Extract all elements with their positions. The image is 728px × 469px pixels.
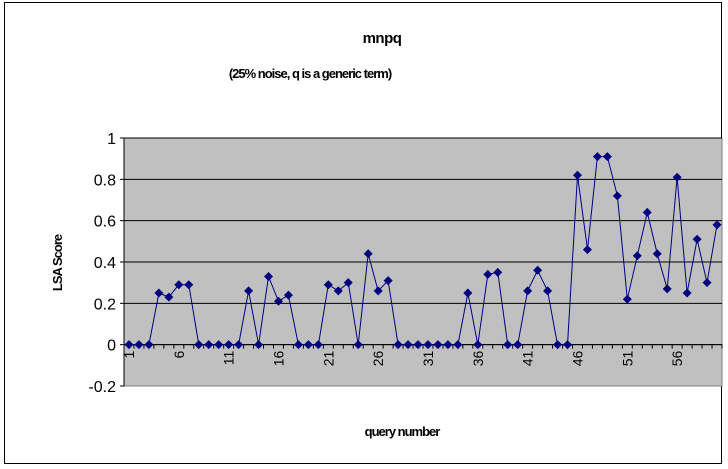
data-point-marker (303, 340, 313, 350)
data-point-marker (383, 276, 393, 286)
x-tick-label: 26 (370, 350, 386, 366)
data-point-marker (214, 340, 224, 350)
y-tick-label: 0.6 (94, 214, 116, 231)
data-point-marker (244, 286, 254, 296)
data-point-marker (353, 340, 363, 350)
data-point-marker (234, 340, 244, 350)
data-point-marker (582, 245, 592, 255)
data-point-marker (393, 340, 403, 350)
data-point-marker (184, 280, 194, 290)
data-point-marker (473, 340, 483, 350)
data-point-marker (572, 170, 582, 180)
data-point-marker (224, 340, 234, 350)
y-tick-label: -0.2 (88, 379, 116, 396)
data-point-marker (632, 251, 642, 261)
data-point-marker (423, 340, 433, 350)
data-point-marker (333, 286, 343, 296)
data-point-marker (652, 249, 662, 259)
data-point-marker (264, 271, 274, 281)
data-point-marker (174, 280, 184, 290)
y-tick-label: 1 (107, 131, 116, 148)
plot-area: -0.200.20.40.60.811 6 11 16 21 26 31 36 41 46 51 56 (88, 131, 723, 396)
x-tick-label: 11 (221, 350, 237, 365)
y-tick-label: 0.8 (94, 172, 116, 189)
y-axis-label: LSA Score (50, 234, 65, 291)
data-point-marker (602, 152, 612, 162)
y-tick-label: 0.2 (94, 296, 116, 313)
data-point-marker (283, 290, 293, 300)
data-point-marker (134, 340, 144, 350)
data-point-marker (343, 278, 353, 288)
data-point-marker (533, 265, 543, 275)
data-point-marker (273, 296, 283, 306)
data-point-marker (563, 340, 573, 350)
data-point-marker (254, 340, 264, 350)
data-point-marker (662, 284, 672, 294)
data-point-marker (712, 220, 722, 230)
data-point-marker (592, 152, 602, 162)
x-tick-label: 21 (320, 350, 336, 366)
x-tick-label: 36 (470, 350, 486, 366)
data-point-marker (373, 286, 383, 296)
data-point-marker (523, 286, 533, 296)
data-point-marker (433, 340, 443, 350)
data-point-marker (692, 234, 702, 244)
data-point-marker (503, 340, 513, 350)
data-point-marker (682, 288, 692, 298)
x-tick-label: 56 (669, 350, 685, 366)
data-point-marker (293, 340, 303, 350)
y-tick-label: 0 (107, 338, 116, 355)
x-tick-label: 6 (171, 350, 187, 358)
data-point-marker (323, 280, 333, 290)
data-point-marker (204, 340, 214, 350)
x-tick-label: 46 (569, 350, 585, 366)
data-point-marker (642, 207, 652, 217)
data-point-marker (194, 340, 204, 350)
x-tick-label: 31 (420, 350, 436, 366)
y-tick-label: 0.4 (94, 255, 116, 272)
data-point-marker (164, 292, 174, 302)
data-point-marker (313, 340, 323, 350)
data-point-marker (553, 340, 563, 350)
chart-title: mnpq (363, 30, 402, 47)
x-tick-label: 16 (270, 350, 286, 366)
data-point-marker (363, 249, 373, 259)
data-point-marker (124, 340, 134, 350)
data-point-marker (453, 340, 463, 350)
data-point-marker (622, 294, 632, 304)
data-point-marker (403, 340, 413, 350)
x-tick-label: 51 (619, 350, 635, 366)
x-axis-label: query number (365, 424, 441, 439)
data-point-marker (443, 340, 453, 350)
data-point-marker (543, 286, 553, 296)
data-point-marker (612, 191, 622, 201)
data-point-marker (483, 269, 493, 279)
chart-subtitle: (25% noise, q is a generic term) (229, 66, 392, 81)
data-point-marker (513, 340, 523, 350)
data-point-marker (154, 288, 164, 298)
data-point-marker (463, 288, 473, 298)
data-point-marker (413, 340, 423, 350)
data-point-marker (144, 340, 154, 350)
data-point-marker (493, 267, 503, 277)
data-point-marker (672, 172, 682, 182)
data-point-marker (702, 278, 712, 288)
x-tick-label: 41 (520, 350, 536, 366)
x-tick-label: 1 (121, 350, 137, 358)
